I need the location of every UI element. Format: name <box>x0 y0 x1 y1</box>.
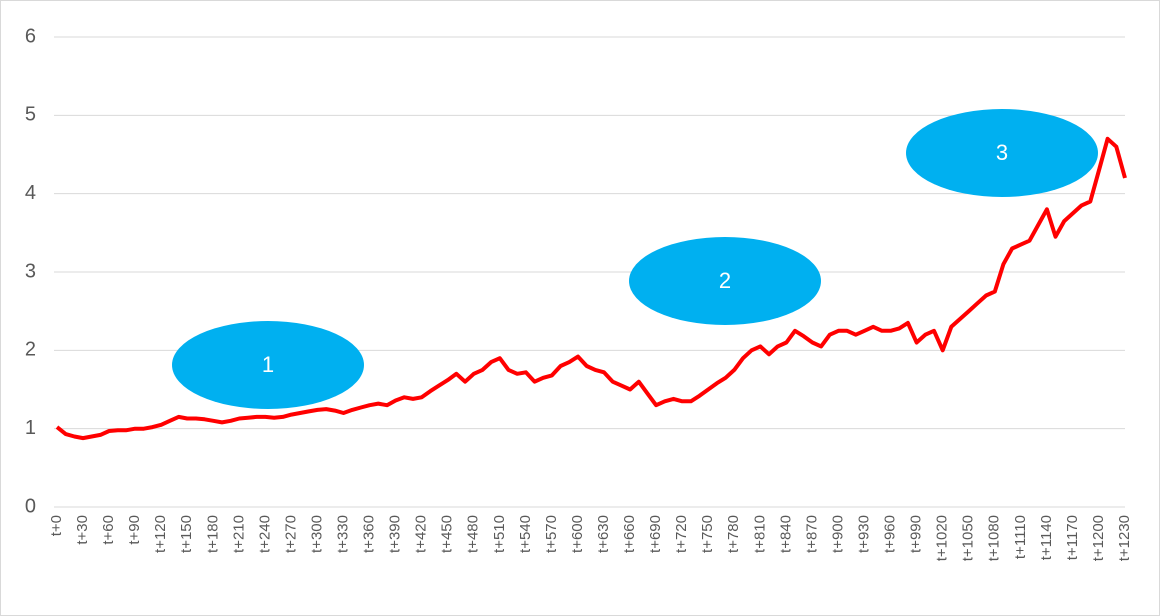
x-tick-label: t+630 <box>595 515 612 553</box>
x-tick-label: t+60 <box>100 515 117 545</box>
x-tick-label: t+420 <box>413 515 430 553</box>
annotation-label: 3 <box>996 140 1008 165</box>
annotation-ellipse <box>629 237 821 325</box>
y-tick-label: 2 <box>25 339 36 361</box>
annotation-ellipse <box>906 109 1098 197</box>
x-tick-label: t+1020 <box>934 515 951 561</box>
x-tick-label: t+780 <box>725 515 742 553</box>
x-tick-label: t+930 <box>855 515 872 553</box>
x-tick-label: t+330 <box>335 515 352 553</box>
x-tick-label: t+270 <box>282 515 299 553</box>
x-tick-label: t+300 <box>308 515 325 553</box>
x-tick-label: t+960 <box>882 515 899 553</box>
x-tick-label: t+1170 <box>1064 515 1081 560</box>
x-tick-label: t+180 <box>204 515 221 553</box>
x-tick-label: t+1140 <box>1038 515 1055 560</box>
x-tick-label: t+90 <box>126 515 143 545</box>
x-tick-label: t+660 <box>621 515 638 553</box>
annotation-label: 1 <box>262 352 274 377</box>
x-tick-label: t+0 <box>48 515 65 536</box>
x-tick-label: t+510 <box>491 515 508 553</box>
x-tick-label: t+690 <box>647 515 664 553</box>
x-tick-label: t+1050 <box>960 515 977 561</box>
x-tick-label: t+1080 <box>986 515 1003 561</box>
x-tick-label: t+570 <box>543 515 560 553</box>
x-tick-label: t+810 <box>751 515 768 553</box>
x-tick-label: t+240 <box>256 515 273 553</box>
y-tick-label: 1 <box>25 417 36 439</box>
x-tick-label: t+1230 <box>1116 515 1133 561</box>
grid: 0 1 2 3 4 5 6 t+0 t+30 t+60 t+90 t+120 t+150 t+180 t+2… <box>25 25 1133 561</box>
x-tick-label: t+990 <box>908 515 925 553</box>
y-tick-label: 4 <box>25 182 36 204</box>
x-tick-label: t+120 <box>152 515 169 553</box>
y-tick-label: 0 <box>25 495 36 517</box>
y-tick-label: 6 <box>25 25 36 47</box>
annotations: 1 2 3 <box>172 109 1098 409</box>
x-tick-label: t+150 <box>178 515 195 553</box>
x-tick-label: t+840 <box>777 515 794 553</box>
x-tick-label: t+1200 <box>1090 515 1107 561</box>
x-tick-label: t+210 <box>230 515 247 553</box>
x-tick-label: t+900 <box>829 515 846 553</box>
annotation-ellipse <box>172 321 364 409</box>
x-tick-label: t+480 <box>465 515 482 553</box>
data-line <box>55 136 1127 441</box>
x-tick-label: t+450 <box>439 515 456 553</box>
x-tick-label: t+30 <box>74 515 91 545</box>
annotation-label: 2 <box>719 268 731 293</box>
x-tick-label: t+1110 <box>1012 515 1029 559</box>
x-tick-label: t+390 <box>387 515 404 553</box>
plot <box>55 136 1127 441</box>
x-tick-label: t+540 <box>517 515 534 553</box>
x-tick-label: t+600 <box>569 515 586 553</box>
y-tick-label: 5 <box>25 104 36 126</box>
x-tick-label: t+750 <box>699 515 716 553</box>
x-tick-label: t+360 <box>361 515 378 553</box>
y-tick-label: 3 <box>25 260 36 282</box>
x-tick-label: t+720 <box>673 515 690 553</box>
x-tick-label: t+870 <box>803 515 820 553</box>
